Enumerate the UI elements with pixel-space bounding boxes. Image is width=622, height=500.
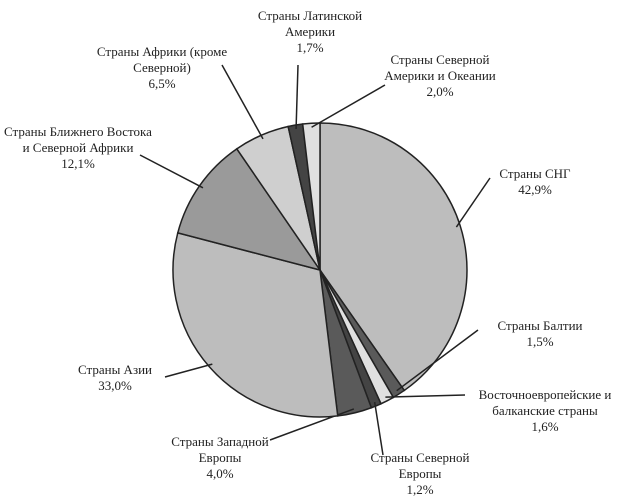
slice-name: Страны Балтии <box>497 318 583 333</box>
slice-name: Страны Латинской Америки <box>257 8 363 39</box>
slice-name: Восточноевропейские и балканские страны <box>478 387 612 418</box>
slice-label: Страны Балтии 1,5% <box>485 318 595 350</box>
slice-value: 2,0% <box>426 84 454 99</box>
slice-label: Страны Африки (кроме Северной) 6,5% <box>70 44 255 92</box>
slice-name: Страны Северной Америки и Океании <box>384 52 496 83</box>
slice-name: Страны Азии <box>78 362 152 377</box>
slice-name: Страны Ближнего Востока и Северной Африк… <box>4 124 152 155</box>
leader-line <box>269 408 355 441</box>
slice-value: 4,0% <box>206 466 234 481</box>
slice-name: Страны Африки (кроме Северной) <box>96 44 228 75</box>
slice-label: Страны Азии 33,0% <box>60 362 170 394</box>
leader-line <box>139 154 204 189</box>
leader-line <box>455 177 491 228</box>
slice-label: Восточноевропейские и балканские страны 1… <box>458 387 622 435</box>
slice-value: 42,9% <box>518 182 552 197</box>
slice-value: 6,5% <box>148 76 176 91</box>
slice-label: Страны Северной Америки и Океании 2,0% <box>365 52 515 100</box>
slice-value: 1,7% <box>296 40 324 55</box>
leader-line <box>295 64 299 130</box>
slice-value: 12,1% <box>61 156 95 171</box>
slice-label: Страны СНГ 42,9% <box>480 166 590 198</box>
slice-value: 33,0% <box>98 378 132 393</box>
leader-line <box>221 64 264 140</box>
leader-line <box>396 329 479 392</box>
pie-slice <box>319 122 468 392</box>
slice-label: Страны Западной Европы 4,0% <box>155 434 285 482</box>
slice-value: 1,2% <box>406 482 434 497</box>
slice-label: Страны Латинской Америки 1,7% <box>250 8 370 56</box>
leader-line <box>311 84 386 128</box>
leader-line <box>373 402 384 456</box>
slice-value: 1,6% <box>531 419 559 434</box>
slice-label: Страны Северной Европы 1,2% <box>355 450 485 498</box>
slice-label: Страны Ближнего Востока и Северной Африк… <box>3 124 153 172</box>
slice-name: Страны Северной Европы <box>370 450 470 481</box>
slice-name: Страны Западной Европы <box>171 434 269 465</box>
pie-slice <box>172 231 339 418</box>
slice-name: Страны СНГ <box>499 166 571 181</box>
leader-line <box>164 363 213 378</box>
slice-value: 1,5% <box>526 334 554 349</box>
leader-line <box>385 394 466 398</box>
